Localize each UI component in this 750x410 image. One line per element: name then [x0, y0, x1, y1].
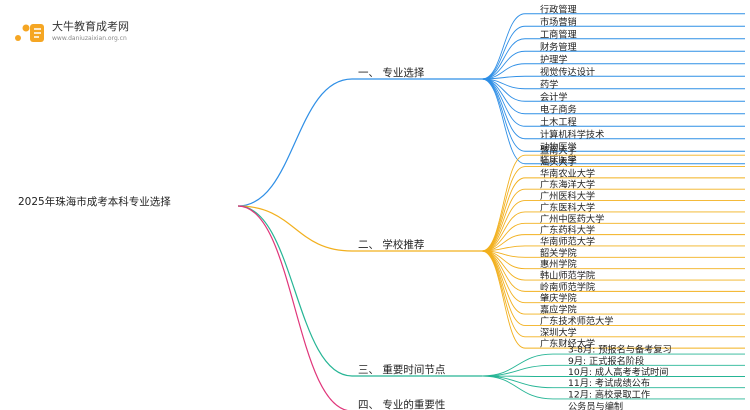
- branch-1-label: 一、 专业选择: [358, 66, 425, 79]
- logo-name: 大牛教育成考网: [52, 20, 129, 33]
- branch-1-child-connector: [481, 38, 526, 80]
- branch-1-child-connector: [481, 13, 526, 80]
- branch-2-child-label: 广东海洋大学: [540, 179, 595, 191]
- branch-3-child-label: 11月: 考试成绩公布: [568, 377, 650, 389]
- branch-3-child-label: 12月: 高校录取工作: [568, 388, 650, 400]
- branch-2-child-label: 嘉应学院: [540, 304, 577, 316]
- branch-2-child-label: 肇庆学院: [540, 292, 577, 304]
- branch-2-child-label: 广东财经大学: [540, 338, 595, 350]
- branch-2-child-label: 广东医科大学: [540, 201, 595, 213]
- branch-1-child-connector: [481, 78, 526, 127]
- branch-2-child-connector: [481, 250, 526, 326]
- branch-2-child-label: 惠州学院: [540, 258, 577, 270]
- branch-2-child-connector: [481, 250, 526, 315]
- branch-1-child-label: 工商管理: [540, 28, 577, 40]
- branch-1-child-label: 会计学: [540, 91, 568, 103]
- branch-1-child-label: 药学: [540, 78, 558, 90]
- logo-badge-icon: [15, 24, 44, 42]
- branch-2-child-label: 广东技术师范大学: [540, 315, 614, 327]
- branch-2-child-label: 华南师范大学: [540, 235, 595, 247]
- branch-2-child-connector: [481, 211, 526, 252]
- branch-3-child-connector: [481, 364, 554, 377]
- branch-2-child-connector: [481, 222, 526, 252]
- branch-2-child-label: 韩山师范学院: [540, 270, 595, 282]
- branch-2-child-connector: [481, 154, 526, 252]
- branch-2-child-connector: [481, 177, 526, 252]
- branch-2-child-label: 广州医科大学: [540, 190, 595, 202]
- branch-4-child-label: 公务员与编制: [568, 401, 623, 410]
- branch-1-child-label: 护理学: [540, 53, 568, 65]
- root-node: 2025年珠海市成考本科专业选择: [18, 195, 171, 208]
- branch-1-child-label: 财务管理: [540, 41, 577, 53]
- branch-1-child-label: 行政管理: [540, 3, 577, 15]
- branch-2-child-connector: [481, 166, 526, 252]
- branch-2-child-connector: [481, 250, 526, 338]
- branch-3-label: 三、 重要时间节点: [358, 363, 445, 376]
- branch-4-label: 四、 专业的重要性: [358, 398, 445, 410]
- branch-2-label: 二、 学校推荐: [358, 238, 424, 251]
- branch-1-child-label: 动物医学: [540, 141, 577, 153]
- branch-4-connector: [237, 205, 350, 410]
- branch-3-child-label: 10月: 成人高考考试时间: [568, 366, 668, 378]
- branch-3-child-connector: [481, 375, 554, 400]
- branch-3-child-label: 9月: 正式报名阶段: [568, 355, 644, 367]
- branch-3-child-label: 3-8月: 预报名与备考复习: [568, 344, 672, 356]
- branch-3-child-connector: [481, 375, 554, 389]
- branch-1-child-label: 计算机科学技术: [540, 128, 604, 140]
- branch-2-child-label: 韶关学院: [540, 247, 577, 259]
- branch-1-child-label: 电子商务: [540, 103, 577, 115]
- branch-3-child-connector: [481, 353, 554, 377]
- branch-1-child-connector: [481, 50, 526, 80]
- branch-1-child-connector: [481, 78, 526, 165]
- branch-1-child-label: 视觉传达设计: [540, 66, 595, 78]
- logo: 大牛教育成考网 www.daniuzaixian.org.cn: [12, 14, 212, 48]
- branch-2-child-label: 广东药科大学: [540, 224, 595, 236]
- branch-1-child-label: 土木工程: [540, 116, 577, 128]
- branch-2-connector: [237, 205, 353, 252]
- branch-2-child-label: 岭南师范学院: [540, 281, 595, 293]
- branch-3-connector: [237, 205, 353, 377]
- logo-url: www.daniuzaixian.org.cn: [52, 35, 127, 42]
- branch-1-child-label: 市场营销: [540, 16, 577, 28]
- branch-2-child-label: 广州中医药大学: [540, 213, 604, 225]
- branch-1-connector: [237, 78, 353, 207]
- branch-2-child-label: 汕头大学: [540, 156, 577, 168]
- branch-2-child-label: 暨南大学: [540, 145, 577, 157]
- branch-2-child-label: 华南农业大学: [540, 167, 595, 179]
- branch-2-child-label: 深圳大学: [540, 326, 577, 338]
- branch-2-child-connector: [481, 188, 526, 252]
- branch-2-child-connector: [481, 250, 526, 349]
- branch-2-child-connector: [481, 250, 526, 281]
- branch-1-child-label: 临床医学: [540, 153, 577, 165]
